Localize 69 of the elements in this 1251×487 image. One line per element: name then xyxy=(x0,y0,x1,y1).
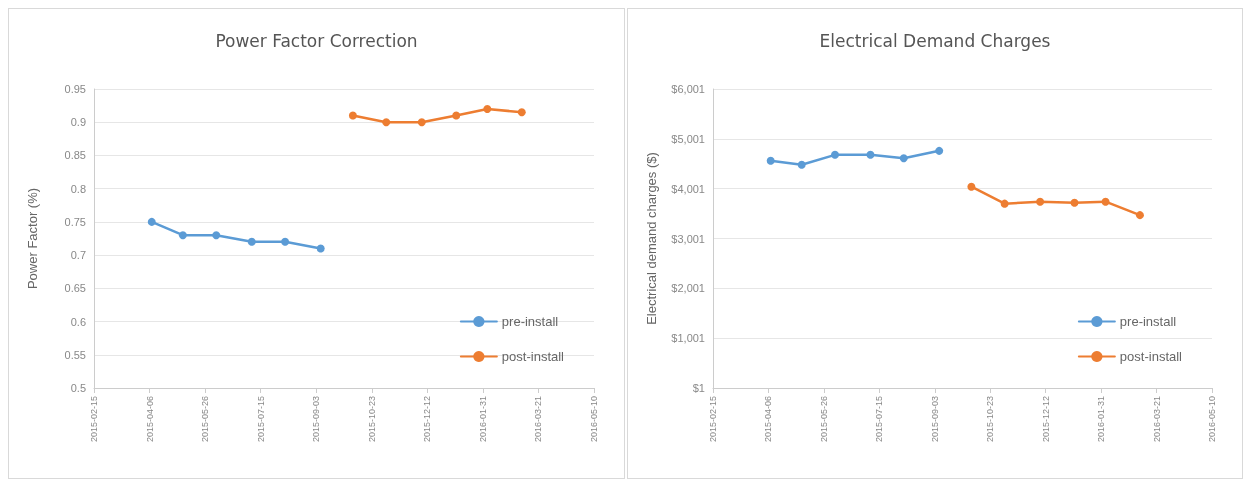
chart-title: Electrical Demand Charges xyxy=(819,30,1051,51)
point xyxy=(281,237,290,246)
y-tick-label: 0.95 xyxy=(64,83,86,95)
chart-title: Power Factor Correction xyxy=(215,30,418,51)
x-tick-label: 2016-01-31 xyxy=(1096,396,1107,443)
x-tick-label: 2016-05-10 xyxy=(589,396,599,443)
point xyxy=(382,118,391,127)
y-tick-label: 0.6 xyxy=(70,315,86,328)
point xyxy=(1135,211,1144,220)
x-tick-label: 2015-02-15 xyxy=(708,396,718,443)
y-tick-label: $2,001 xyxy=(671,282,705,295)
point xyxy=(899,154,908,163)
x-tick-label: 2015-12-12 xyxy=(422,396,433,443)
point xyxy=(1000,199,1009,208)
point xyxy=(967,182,976,191)
point xyxy=(1036,197,1045,206)
point xyxy=(866,150,875,159)
point xyxy=(935,146,944,155)
x-tick-label: 2015-05-26 xyxy=(200,396,211,443)
y-tick-label: 0.65 xyxy=(64,282,86,295)
x-tick-label: 2015-09-03 xyxy=(311,396,322,443)
point xyxy=(830,150,839,159)
point xyxy=(1101,197,1110,206)
y-tick-label: $1,001 xyxy=(671,332,705,345)
x-tick-label: 2015-07-15 xyxy=(255,396,266,443)
x-tick-label: 2015-04-06 xyxy=(763,396,774,443)
x-tick-label: 2015-10-23 xyxy=(366,396,377,443)
legend-label: pre-install xyxy=(501,314,559,329)
x-tick-label: 2015-02-15 xyxy=(89,396,99,443)
y-tick-label: $5,001 xyxy=(671,132,705,145)
point xyxy=(348,111,357,120)
point xyxy=(417,118,426,127)
x-tick-label: 2016-05-10 xyxy=(1207,396,1217,443)
y-tick-label: 0.75 xyxy=(64,215,86,228)
legend-label: post-install xyxy=(501,349,565,364)
x-tick-label: 2015-04-06 xyxy=(144,396,155,443)
y-tick-label: $1 xyxy=(692,382,705,394)
point xyxy=(483,104,492,113)
point xyxy=(1070,198,1079,207)
y-tick-label: $4,001 xyxy=(671,182,705,195)
x-tick-label: 2016-01-31 xyxy=(477,396,488,443)
point xyxy=(147,217,156,226)
y-tick-label: 0.85 xyxy=(64,149,86,162)
y-tick-label: 0.9 xyxy=(70,116,86,129)
x-tick-label: 2015-12-12 xyxy=(1040,396,1051,443)
point xyxy=(178,231,187,240)
point xyxy=(452,111,461,120)
x-tick-label: 2015-07-15 xyxy=(874,396,885,443)
x-tick-label: 2015-10-23 xyxy=(985,396,996,443)
point xyxy=(766,156,775,165)
point xyxy=(517,108,526,117)
y-tick-label: 0.55 xyxy=(64,348,86,361)
point xyxy=(797,160,806,169)
x-tick-label: 2016-03-21 xyxy=(533,396,544,443)
legend-label: post-install xyxy=(1119,349,1183,364)
x-tick-label: 2015-05-26 xyxy=(818,396,829,443)
y-tick-label: 0.7 xyxy=(70,249,86,262)
y-axis-title: Electrical demand charges ($) xyxy=(644,152,659,325)
y-tick-label: $6,001 xyxy=(671,83,705,95)
x-tick-label: 2016-03-21 xyxy=(1151,396,1162,443)
point xyxy=(212,231,221,240)
y-axis-title: Power Factor (%) xyxy=(25,187,40,290)
point xyxy=(247,237,256,246)
legend-label: pre-install xyxy=(1119,314,1177,329)
y-tick-label: 0.5 xyxy=(70,382,86,394)
y-tick-label: 0.8 xyxy=(70,182,86,195)
point xyxy=(316,244,325,253)
y-tick-label: $3,001 xyxy=(671,232,705,245)
x-tick-label: 2015-09-03 xyxy=(929,396,940,443)
